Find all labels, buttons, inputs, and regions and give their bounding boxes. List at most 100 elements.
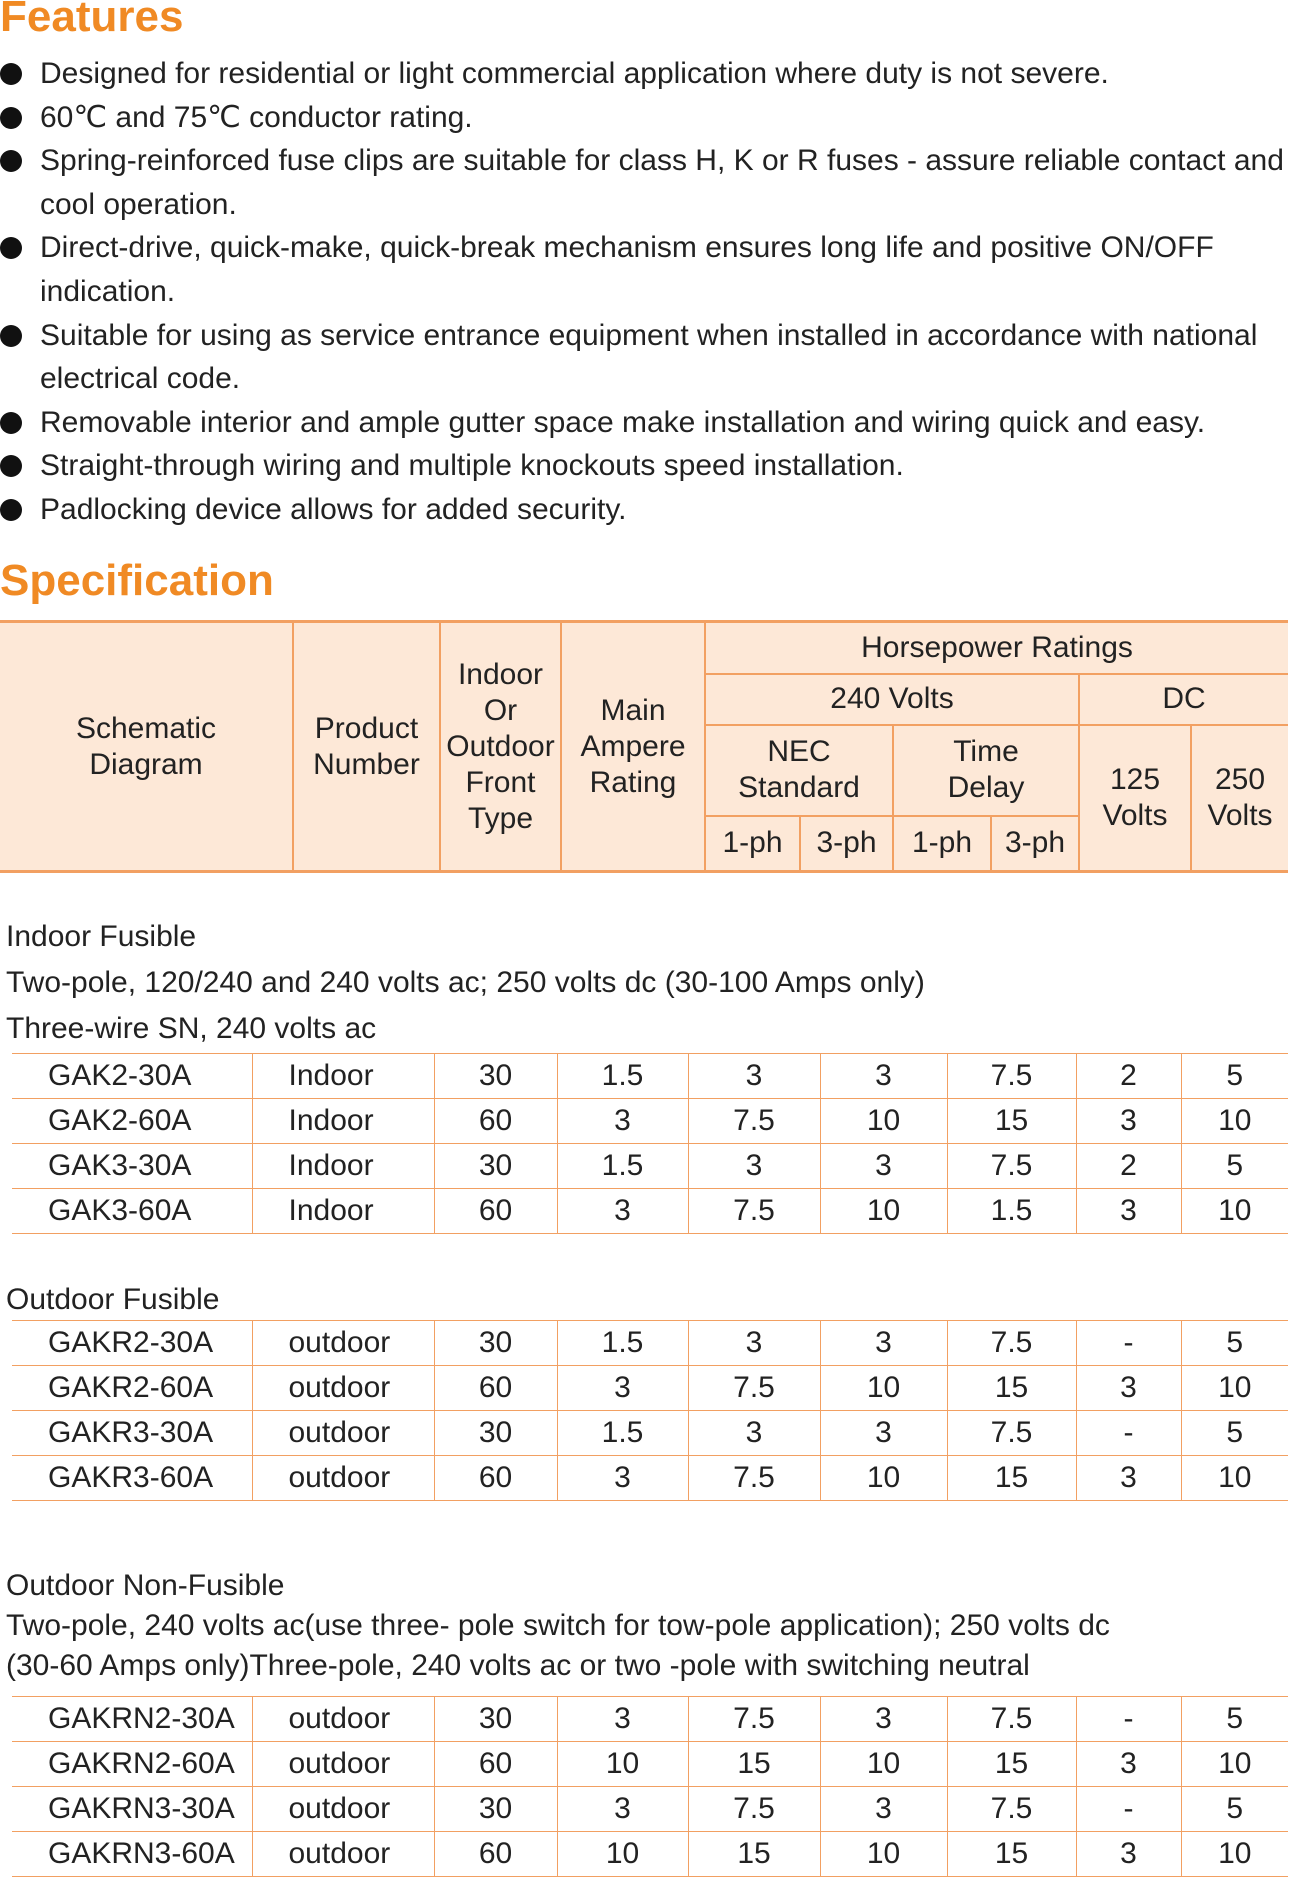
- feature-item: Designed for residential or light commer…: [0, 52, 1300, 96]
- header-line: Volts: [1207, 798, 1273, 832]
- header-cell: 240 Volts: [705, 672, 1080, 726]
- spec-table: GAKRN2-30A outdoor 30 3 7.5 3 7.5-5 GAKRN2-60A o…: [12, 1696, 1288, 1877]
- header-line: Front: [465, 765, 536, 799]
- spec-cell: 3: [556, 1188, 689, 1234]
- spec-cell: 3: [556, 1455, 689, 1501]
- spec-cell: 30: [433, 1143, 558, 1189]
- spec-cell: Indoor: [251, 1143, 435, 1189]
- spec-cell: 5: [1180, 1786, 1288, 1832]
- spec-cell: 3: [1075, 1455, 1182, 1501]
- section-line: Two-pole, 120/240 and 240 volts ac; 250 …: [6, 966, 925, 999]
- header-cell: Time Delay: [892, 723, 1080, 817]
- feature-item: Spring-reinforced fuse clips are suitabl…: [0, 139, 1300, 226]
- spec-cell: 3: [819, 1320, 948, 1366]
- spec-row: GAK2-60A Indoor 60 3 7.5 10 15 3 10: [12, 1098, 1288, 1144]
- header-cell: Horsepower Ratings: [703, 620, 1289, 675]
- header-cell: Product Number: [292, 620, 441, 873]
- header-cell: 3-ph: [799, 814, 894, 873]
- header-line: Or: [483, 693, 518, 727]
- section-line: Two-pole, 240 volts ac(use three- pole s…: [6, 1609, 1110, 1642]
- header-cell: NEC Standard: [705, 723, 894, 817]
- spec-cell: outdoor: [251, 1455, 435, 1501]
- spec-row: GAK2-30A Indoor 30 1.5 3 3 7.5 2 5: [12, 1053, 1288, 1099]
- spec-cell: GAKR3-30A: [12, 1410, 253, 1456]
- spec-cell: 30: [433, 1320, 558, 1366]
- spec-cell: 10: [556, 1741, 689, 1787]
- spec-cell: 30: [433, 1696, 558, 1742]
- spec-cell: 3: [1075, 1741, 1182, 1787]
- spec-cell: 10: [819, 1831, 948, 1877]
- header-cell: 1-ph: [892, 814, 992, 873]
- feature-item: Straight-through wiring and multiple kno…: [0, 444, 1300, 488]
- spec-cell: 7.5: [687, 1188, 821, 1234]
- spec-row: GAKRN2-30A outdoor 30 3 7.5 3 7.5-5: [12, 1696, 1288, 1742]
- spec-cell: 60: [433, 1831, 558, 1877]
- spec-row: GAKRN3-30A outdoor 30 3 7.5 3 7.5-5: [12, 1786, 1288, 1832]
- header-line: 250: [1215, 762, 1266, 796]
- spec-row: GAKRN3-60A outdoor 60 10 15 10 15 3 10: [12, 1831, 1288, 1877]
- spec-cell: outdoor: [251, 1786, 435, 1832]
- spec-header: Schematic Diagram Product Number Indoor Or O…: [0, 620, 1289, 873]
- header-line: Volts: [1102, 798, 1168, 832]
- header-line: Schematic: [75, 711, 217, 745]
- spec-cell: 7.5: [946, 1053, 1077, 1099]
- spec-cell: 3: [556, 1098, 689, 1144]
- spec-cell: 30: [433, 1053, 558, 1099]
- spec-cell: 3: [1075, 1831, 1182, 1877]
- spec-table: GAK2-30A Indoor 30 1.5 3 3 7.5 2 5 GAK2-60A Indoor…: [12, 1053, 1288, 1234]
- spec-cell: 15: [687, 1741, 821, 1787]
- header-cell: DC: [1077, 672, 1289, 726]
- header-cell: Indoor Or Outdoor Front Type: [439, 620, 562, 873]
- spec-cell: 3: [687, 1320, 821, 1366]
- feature-item: Suitable for using as service entrance e…: [0, 314, 1300, 401]
- spec-cell: GAKRN2-60A: [12, 1741, 253, 1787]
- header-cell: Schematic Diagram: [0, 620, 294, 873]
- spec-cell: 3: [1075, 1098, 1182, 1144]
- spec-cell: 3: [556, 1786, 689, 1832]
- header-line: Main: [600, 693, 666, 727]
- section-line: Outdoor Fusible: [6, 1283, 220, 1316]
- spec-cell: 3: [556, 1696, 689, 1742]
- specification-title: Specification: [0, 556, 274, 605]
- header-line: Outdoor: [446, 729, 555, 763]
- spec-cell: 3: [687, 1143, 821, 1189]
- spec-cell: 30: [433, 1786, 558, 1832]
- spec-cell: 10: [556, 1831, 689, 1877]
- spec-cell: 3: [556, 1365, 689, 1411]
- spec-cell: GAKR3-60A: [12, 1455, 253, 1501]
- feature-item: 60℃ and 75℃ conductor rating.: [0, 96, 1300, 140]
- spec-cell: 15: [687, 1831, 821, 1877]
- spec-cell: GAK2-60A: [12, 1098, 253, 1144]
- spec-cell: 1.5: [556, 1143, 689, 1189]
- spec-cell: 10: [1180, 1831, 1288, 1877]
- header-line: Standard: [738, 771, 860, 804]
- spec-cell: 3: [1075, 1365, 1182, 1411]
- section-line: (30-60 Amps only)Three-pole, 240 volts a…: [6, 1649, 1030, 1682]
- spec-cell: 7.5: [946, 1410, 1077, 1456]
- spec-cell: 3: [819, 1143, 948, 1189]
- spec-cell: 10: [1180, 1455, 1288, 1501]
- header-line: Rating: [589, 765, 677, 799]
- spec-cell: outdoor: [251, 1696, 435, 1742]
- spec-cell: outdoor: [251, 1741, 435, 1787]
- spec-cell: 7.5: [946, 1786, 1077, 1832]
- spec-cell: GAKR2-60A: [12, 1365, 253, 1411]
- spec-cell: 7.5: [687, 1786, 821, 1832]
- spec-cell: 7.5: [946, 1143, 1077, 1189]
- spec-cell: 3: [819, 1786, 948, 1832]
- spec-row: GAKR3-30A outdoor 30 1.5 3 3 7.5-5: [12, 1410, 1288, 1456]
- features-title: Features: [0, 0, 184, 41]
- spec-cell: 7.5: [687, 1365, 821, 1411]
- spec-cell: 60: [433, 1188, 558, 1234]
- spec-cell: -: [1075, 1320, 1182, 1366]
- header-line: Indoor: [457, 657, 544, 691]
- spec-cell: GAKRN3-30A: [12, 1786, 253, 1832]
- spec-cell: GAK2-30A: [12, 1053, 253, 1099]
- spec-cell: 10: [819, 1098, 948, 1144]
- spec-cell: 60: [433, 1741, 558, 1787]
- spec-cell: 2: [1075, 1053, 1182, 1099]
- spec-cell: -: [1075, 1696, 1182, 1742]
- spec-cell: 3: [819, 1696, 948, 1742]
- spec-cell: GAK3-30A: [12, 1143, 253, 1189]
- section-line: Outdoor Non-Fusible: [6, 1569, 285, 1602]
